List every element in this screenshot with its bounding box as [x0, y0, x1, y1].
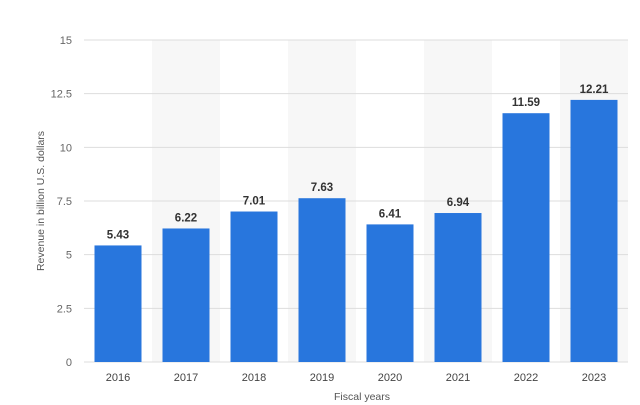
bar [298, 198, 346, 362]
data-label: 7.01 [243, 196, 266, 208]
x-axis-title: Fiscal years [334, 391, 390, 403]
y-tick-label: 2.5 [57, 303, 72, 315]
y-tick-label: 15 [60, 35, 72, 47]
y-tick-label: 0 [66, 357, 72, 369]
y-tick-label: 12.5 [51, 89, 72, 101]
data-label: 12.21 [580, 84, 609, 96]
data-label: 6.22 [175, 212, 197, 224]
bar [434, 213, 482, 362]
x-tick-label: 2020 [378, 372, 402, 384]
y-tick-label: 10 [60, 142, 72, 154]
bar [366, 224, 414, 362]
x-tick-label: 2019 [310, 372, 334, 384]
bars [94, 99, 618, 363]
y-axis-title: Revenue in billion U.S. dollars [35, 131, 47, 271]
data-label: 6.94 [447, 197, 470, 209]
x-tick-label: 2021 [446, 372, 470, 384]
y-tick-label: 5 [66, 250, 72, 262]
x-tick-label: 2022 [514, 372, 538, 384]
data-label: 6.41 [379, 208, 402, 220]
data-label: 11.59 [512, 97, 540, 109]
x-tick-label: 2017 [174, 372, 198, 384]
data-label: 5.43 [107, 229, 129, 241]
bar [570, 99, 618, 362]
x-tick-label: 2016 [106, 372, 130, 384]
x-tick-label: 2023 [582, 372, 606, 384]
bar [502, 113, 550, 363]
bar [94, 245, 142, 362]
x-axis-ticks: 2016 2017 2018 2019 2020 2021 2022 2023 [106, 372, 606, 384]
data-labels: 5.43 6.22 7.01 7.63 6.41 6.94 11.59 12.21 [107, 84, 609, 242]
x-tick-label: 2018 [242, 372, 266, 384]
y-tick-label: 7.5 [57, 196, 72, 208]
bar [230, 211, 278, 362]
y-axis-ticks: 0 2.5 5 7.5 10 12.5 15 [51, 35, 72, 369]
data-label: 7.63 [311, 182, 333, 194]
bar [162, 228, 210, 362]
